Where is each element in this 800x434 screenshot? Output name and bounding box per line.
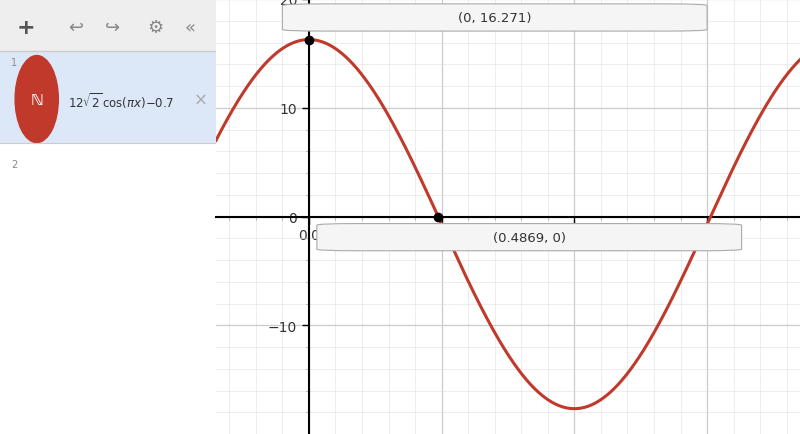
Text: ↪: ↪ bbox=[105, 19, 120, 37]
Text: ↩: ↩ bbox=[68, 19, 83, 37]
Text: 2: 2 bbox=[11, 160, 17, 170]
Text: ℕ: ℕ bbox=[30, 92, 43, 107]
FancyBboxPatch shape bbox=[282, 5, 707, 32]
FancyBboxPatch shape bbox=[0, 52, 216, 143]
FancyBboxPatch shape bbox=[0, 0, 216, 52]
Text: (0, 16.271): (0, 16.271) bbox=[458, 12, 531, 25]
Text: ⚙: ⚙ bbox=[147, 19, 163, 37]
Text: $12\sqrt{2}\,\cos(\pi x){-}0.7$: $12\sqrt{2}\,\cos(\pi x){-}0.7$ bbox=[68, 91, 174, 111]
Text: (0.4869, 0): (0.4869, 0) bbox=[493, 231, 566, 244]
Text: 1: 1 bbox=[11, 58, 17, 68]
Text: +: + bbox=[17, 18, 35, 38]
Text: ×: × bbox=[194, 92, 208, 110]
FancyBboxPatch shape bbox=[317, 224, 742, 251]
Circle shape bbox=[15, 56, 58, 143]
Text: «: « bbox=[185, 19, 195, 37]
